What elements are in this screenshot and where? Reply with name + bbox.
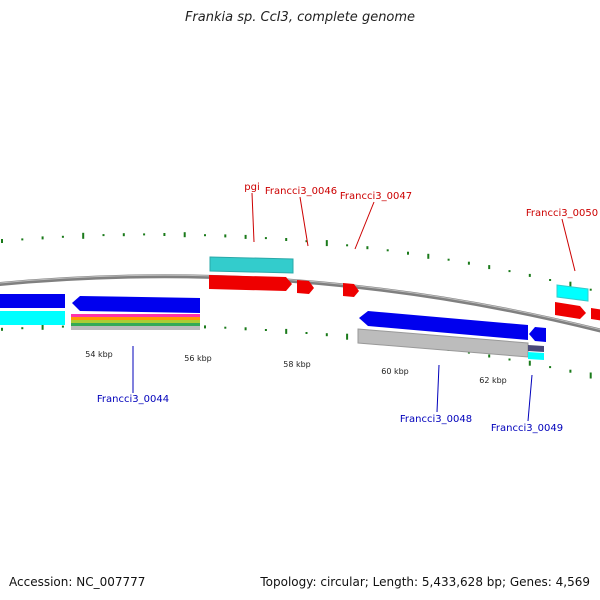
inner-gc-tick-27 (549, 366, 552, 369)
inner-gc-tick-28 (569, 369, 572, 373)
forward-leaders (251, 192, 576, 272)
inner-gc-tick-15 (305, 332, 308, 334)
outer-gc-tick-2 (41, 236, 44, 240)
inner-gc-tick-0 (1, 327, 3, 331)
inner-gc-tick-11 (224, 326, 227, 329)
leader-francci3-0048 (436, 364, 440, 413)
accession-label: Accession: NC_007777 (9, 575, 146, 589)
gene-francci3-0044-cds[interactable] (72, 296, 200, 313)
gene-label-francci3-0047[interactable]: Francci3_0047 (340, 191, 412, 202)
inner-gc-tick-24 (488, 354, 491, 358)
leader-francci3-0047 (354, 201, 375, 250)
inner-gc-tick-12 (244, 327, 247, 331)
outer-gc-tick-20 (407, 251, 409, 255)
leader-francci3-0050 (561, 218, 576, 272)
outer-gc-tick-29 (589, 288, 592, 291)
outer-gc-tick-6 (122, 233, 125, 237)
gene-francci3-0043-cds[interactable] (0, 294, 65, 308)
outer-gc-tick-24 (488, 265, 491, 270)
gene-label-francci3-0049[interactable]: Francci3_0049 (491, 423, 563, 434)
outer-gc-tick-16 (325, 240, 328, 247)
leader-pgi (251, 192, 255, 243)
outer-gc-tick-25 (508, 270, 511, 273)
scale-label-56kbp: 56 kbp (184, 354, 212, 363)
gene-label-francci3-0044[interactable]: Francci3_0044 (97, 394, 169, 405)
gene-label-francci3-0048[interactable]: Francci3_0048 (400, 414, 472, 425)
outer-gc-tick-14 (285, 238, 288, 241)
gene-francci3-0049-feature[interactable] (528, 352, 544, 360)
outer-gc-tick-18 (366, 246, 369, 250)
outer-gc-tick-17 (346, 244, 349, 247)
outer-gc-tick-7 (143, 233, 146, 236)
gene-francci3-0044-band-grey (71, 326, 200, 330)
gene-label-pgi[interactable]: pgi (244, 182, 259, 193)
scale-label-60kbp: 60 kbp (381, 367, 409, 376)
gene-francci3-0047-cds[interactable] (343, 283, 359, 297)
gene-francci3-0043-feature[interactable] (0, 311, 65, 325)
gene-pgi-feature[interactable] (209, 256, 294, 274)
gene-francci3-0051-cds[interactable] (591, 308, 600, 322)
scale-label-54kbp: 54 kbp (85, 350, 113, 359)
outer-gc-tick-5 (102, 234, 105, 237)
scale-label-62kbp: 62 kbp (479, 376, 507, 385)
inner-gc-tick-2 (41, 324, 44, 330)
gene-francci3-0050-cds[interactable] (555, 302, 586, 319)
outer-gc-tick-28 (569, 281, 572, 288)
outer-gc-tick-15 (305, 240, 308, 243)
outer-gc-tick-27 (549, 279, 552, 281)
outer-gc-tick-21 (427, 253, 430, 259)
gene-francci3-0044-band-orange (71, 317, 200, 320)
inner-gc-tick-1 (21, 327, 24, 330)
gene-francci3-0044-band-yellowgreen (71, 320, 200, 323)
gene-francci3-0046-cds[interactable] (297, 280, 314, 294)
inner-gc-tick-17 (346, 333, 349, 340)
leader-francci3-0049 (527, 374, 533, 422)
outer-gc-tick-1 (21, 238, 24, 241)
outer-gc-tick-11 (224, 234, 227, 238)
outer-gc-tick-22 (447, 258, 450, 261)
outer-gc-ticks (1, 232, 592, 291)
outer-gc-tick-0 (1, 239, 3, 243)
outer-gc-tick-8 (163, 233, 166, 236)
reverse-leaders (132, 346, 533, 422)
outer-gc-tick-4 (82, 232, 85, 239)
gene-francci3-0044-band-magenta (71, 314, 200, 317)
gene-francci3-0048-cds[interactable] (359, 311, 528, 340)
outer-gc-tick-9 (183, 232, 186, 238)
gene-francci3-0049-feature-dark (528, 345, 544, 352)
inner-gc-tick-10 (204, 325, 206, 329)
leader-francci3-0046 (299, 196, 309, 247)
outer-gc-tick-26 (528, 273, 531, 277)
gene-label-francci3-0046[interactable]: Francci3_0046 (265, 186, 337, 197)
inner-gc-tick-13 (264, 329, 267, 331)
outer-gc-tick-13 (264, 237, 267, 240)
outer-gc-tick-3 (61, 235, 64, 238)
gene-label-francci3-0050[interactable]: Francci3_0050 (526, 208, 598, 219)
outer-gc-tick-19 (386, 249, 389, 252)
forward-features (209, 256, 600, 322)
scale-label-58kbp: 58 kbp (283, 360, 311, 369)
gene-francci3-0049-cds[interactable] (529, 327, 546, 342)
inner-gc-tick-25 (508, 358, 511, 361)
outer-gc-tick-12 (244, 234, 247, 239)
inner-gc-tick-16 (325, 333, 328, 337)
inner-gc-tick-3 (61, 325, 64, 328)
gene-pgi-cds[interactable] (209, 275, 292, 291)
page-title: Frankia sp. CcI3, complete genome (184, 10, 416, 25)
reverse-features (0, 294, 546, 360)
outer-gc-tick-10 (204, 234, 206, 237)
inner-gc-tick-14 (285, 328, 288, 334)
genome-summary: Topology: circular; Length: 5,433,628 bp… (260, 575, 590, 589)
gene-francci3-0044-band-green (71, 323, 200, 326)
outer-gc-tick-23 (467, 261, 470, 265)
inner-gc-tick-26 (528, 360, 531, 366)
inner-gc-tick-29 (589, 372, 592, 379)
gene-francci3-0050-feature[interactable] (556, 284, 589, 302)
